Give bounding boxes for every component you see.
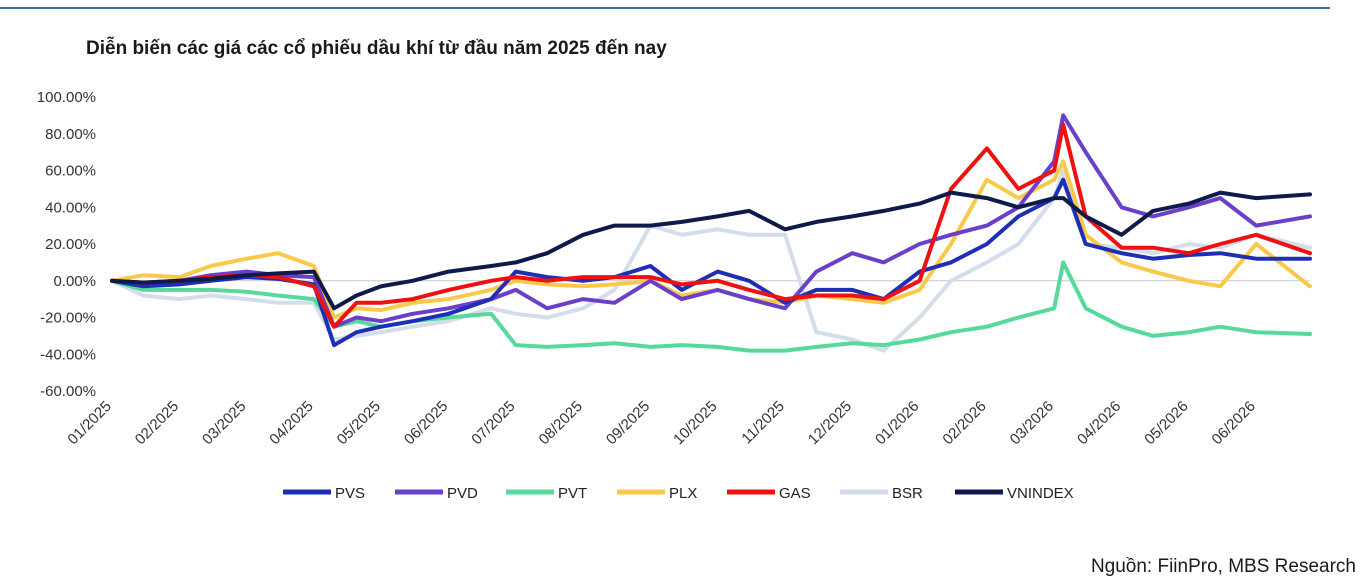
x-tick-label: 06/2026 xyxy=(1209,398,1259,448)
y-tick-label: 60.00% xyxy=(45,163,96,180)
x-tick-label: 07/2025 xyxy=(468,398,518,448)
x-tick-label: 01/2025 xyxy=(64,398,114,448)
y-tick-label: 80.00% xyxy=(45,126,96,143)
x-tick-label: 06/2025 xyxy=(401,398,451,448)
legend-label-gas: GAS xyxy=(779,485,811,502)
series-lines xyxy=(110,113,1312,353)
x-tick-label: 04/2025 xyxy=(266,398,316,448)
y-tick-label: -20.00% xyxy=(40,310,96,327)
legend-label-pvt: PVT xyxy=(558,485,587,502)
x-tick-label: 02/2026 xyxy=(939,398,989,448)
chart-title: Diễn biến các giá các cổ phiếu dầu khí t… xyxy=(86,38,667,59)
legend-label-plx: PLX xyxy=(669,485,697,502)
series-line-gas xyxy=(110,122,1312,329)
legend-label-pvs: PVS xyxy=(335,485,365,502)
x-tick-label: 03/2026 xyxy=(1007,398,1057,448)
x-tick-label: 02/2025 xyxy=(132,398,182,448)
series-line-pvt xyxy=(110,260,1312,353)
x-tick-label: 11/2025 xyxy=(738,398,788,448)
y-tick-label: -60.00% xyxy=(40,383,96,400)
y-tick-label: -40.00% xyxy=(40,346,96,363)
x-tick-label: 03/2025 xyxy=(199,398,249,448)
legend-label-bsr: BSR xyxy=(892,485,923,502)
series-line-pvd xyxy=(110,113,1312,329)
y-axis-ticks: 100.00% 80.00% 60.00% 40.00% 20.00% 0.00% -20.… xyxy=(37,89,96,400)
x-tick-label: 08/2025 xyxy=(536,398,586,448)
legend-label-pvd: PVD xyxy=(447,485,478,502)
legend-label-vnindex: VNINDEX xyxy=(1007,485,1074,502)
y-tick-label: 20.00% xyxy=(45,236,96,253)
x-tick-label: 05/2026 xyxy=(1141,398,1191,448)
series-line-vnindex xyxy=(110,190,1312,311)
x-tick-label: 04/2026 xyxy=(1074,398,1124,448)
x-axis-ticks: 01/2025 02/2025 03/2025 04/2025 05/2025 06/20… xyxy=(64,398,1259,448)
x-tick-label: 01/2026 xyxy=(872,398,922,448)
series-line-pvs xyxy=(110,177,1312,348)
source-note: Nguồn: FiinPro, MBS Research xyxy=(1090,556,1356,577)
y-tick-label: 0.00% xyxy=(53,273,96,290)
x-tick-label: 05/2025 xyxy=(334,398,384,448)
x-tick-label: 09/2025 xyxy=(603,398,653,448)
series-line-bsr xyxy=(110,168,1312,353)
y-tick-label: 40.00% xyxy=(45,199,96,216)
top-rule xyxy=(0,7,1330,9)
x-tick-label: 12/2025 xyxy=(805,398,855,448)
y-tick-label: 100.00% xyxy=(37,89,96,106)
x-tick-label: 10/2025 xyxy=(670,398,720,448)
legend: PVS PVD PVT PLX GAS BSR VNINDEX xyxy=(283,485,1074,502)
series-line-plx xyxy=(110,159,1312,320)
